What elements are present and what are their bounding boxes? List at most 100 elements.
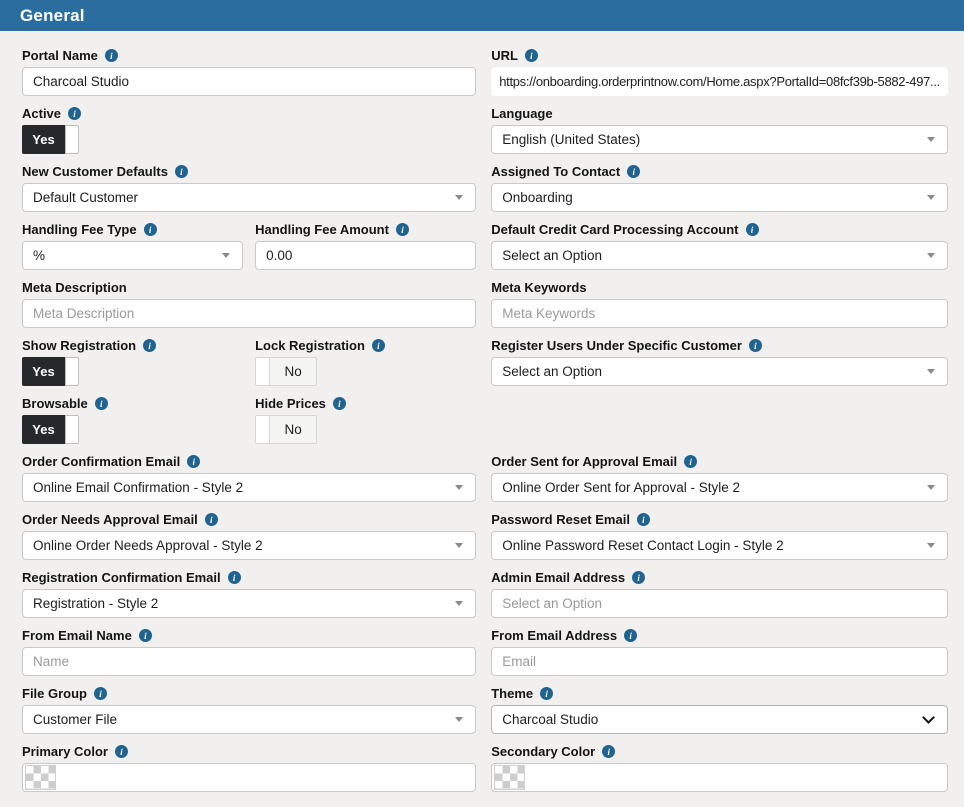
language-dropdown[interactable]: English (United States)	[491, 125, 948, 154]
info-icon[interactable]: i	[624, 629, 638, 642]
registration-toggles-row: Show Registration i Yes Lock Registratio…	[22, 338, 476, 396]
default-credit-card-processing-account-dropdown[interactable]: Select an Option	[491, 241, 948, 270]
field-meta-description: Meta Description	[22, 280, 477, 328]
secondary-color-input[interactable]	[491, 763, 948, 792]
info-icon[interactable]: i	[371, 339, 385, 352]
field-order-confirmation-email: Order Confirmation Email i Online Email …	[22, 454, 477, 502]
info-icon[interactable]: i	[627, 165, 641, 178]
toggle-label: No	[284, 422, 302, 437]
page-title: General	[20, 5, 85, 25]
page-header: General	[0, 0, 964, 31]
chevron-down-icon	[927, 485, 935, 490]
lock-registration-toggle[interactable]: No	[255, 357, 318, 386]
info-icon[interactable]: i	[227, 571, 241, 584]
chevron-down-icon	[927, 195, 935, 200]
handling-fee-amount-label: Handling Fee Amount	[255, 222, 389, 237]
info-icon[interactable]: i	[174, 165, 188, 178]
password-reset-email-dropdown[interactable]: Online Password Reset Contact Login - St…	[491, 531, 948, 560]
field-from-email-address: From Email Address i	[491, 628, 948, 676]
info-icon[interactable]: i	[524, 49, 538, 62]
info-icon[interactable]: i	[187, 455, 201, 468]
browsable-label: Browsable	[22, 396, 88, 411]
admin-email-address-input[interactable]	[491, 589, 948, 618]
field-handling-fee-amount: Handling Fee Amount i	[255, 222, 477, 270]
theme-select[interactable]: Charcoal Studio	[491, 705, 948, 734]
info-icon[interactable]: i	[68, 107, 82, 120]
browse-price-toggles-row: Browsable i Yes Hide Prices i No	[22, 396, 476, 454]
meta-keywords-label: Meta Keywords	[491, 280, 587, 295]
portal-name-input[interactable]	[22, 67, 477, 96]
toggle-handle	[65, 357, 79, 386]
registration-confirmation-email-dropdown[interactable]: Registration - Style 2	[22, 589, 477, 618]
field-secondary-color: Secondary Color i	[491, 744, 948, 792]
toggle-handle	[65, 125, 79, 154]
order-sent-for-approval-email-dropdown[interactable]: Online Order Sent for Approval - Style 2	[491, 473, 948, 502]
register-users-under-specific-customer-dropdown[interactable]: Select an Option	[491, 357, 948, 386]
field-url: URL i https://onboarding.orderprintnow.c…	[491, 48, 948, 96]
dropdown-value: Customer File	[33, 712, 118, 727]
left-column: Portal Name i Active i Yes New Customer …	[22, 48, 477, 802]
show-registration-label: Show Registration	[22, 338, 137, 353]
dropdown-value: Default Customer	[33, 190, 139, 205]
handling-fee-type-dropdown[interactable]: %	[22, 241, 244, 270]
primary-color-input[interactable]	[22, 763, 477, 792]
handling-fee-row: Handling Fee Type i % Handling Fee Amoun…	[22, 222, 477, 280]
chevron-down-icon	[922, 711, 935, 724]
active-label: Active	[22, 106, 62, 121]
info-icon[interactable]: i	[332, 397, 346, 410]
from-email-address-label: From Email Address	[491, 628, 618, 643]
assigned-to-contact-dropdown[interactable]: Onboarding	[491, 183, 948, 212]
info-icon[interactable]: i	[204, 513, 218, 526]
from-email-address-input[interactable]	[491, 647, 948, 676]
order-needs-approval-email-dropdown[interactable]: Online Order Needs Approval - Style 2	[22, 531, 477, 560]
portal-name-label: Portal Name	[22, 48, 98, 63]
info-icon[interactable]: i	[143, 223, 157, 236]
select-value: Charcoal Studio	[502, 712, 599, 727]
field-hide-prices: Hide Prices i No	[255, 396, 476, 444]
hide-prices-label: Hide Prices	[255, 396, 326, 411]
field-theme: Theme i Charcoal Studio	[491, 686, 948, 734]
browsable-toggle[interactable]: Yes	[22, 415, 79, 444]
info-icon[interactable]: i	[540, 687, 554, 700]
info-icon[interactable]: i	[94, 687, 107, 700]
new-customer-defaults-dropdown[interactable]: Default Customer	[22, 183, 477, 212]
info-icon[interactable]: i	[748, 339, 762, 352]
admin-email-address-label: Admin Email Address	[491, 570, 626, 585]
order-needs-approval-email-label: Order Needs Approval Email	[22, 512, 198, 527]
file-group-dropdown[interactable]: Customer File	[22, 705, 477, 734]
order-confirmation-email-dropdown[interactable]: Online Email Confirmation - Style 2	[22, 473, 477, 502]
theme-label: Theme	[491, 686, 534, 701]
info-icon[interactable]: i	[745, 223, 759, 236]
language-label: Language	[491, 106, 553, 121]
info-icon[interactable]: i	[143, 339, 157, 352]
handling-fee-amount-input[interactable]	[255, 241, 477, 270]
info-icon[interactable]: i	[395, 223, 409, 236]
chevron-down-icon	[927, 253, 935, 258]
primary-color-label: Primary Color	[22, 744, 108, 759]
show-registration-toggle[interactable]: Yes	[22, 357, 79, 386]
chevron-down-icon	[927, 137, 935, 142]
info-icon[interactable]: i	[684, 455, 698, 468]
meta-keywords-input[interactable]	[491, 299, 948, 328]
hide-prices-toggle[interactable]: No	[255, 415, 318, 444]
info-icon[interactable]: i	[104, 49, 118, 62]
chevron-down-icon	[455, 195, 464, 200]
info-icon[interactable]: i	[114, 745, 128, 758]
dropdown-value: Online Email Confirmation - Style 2	[33, 480, 244, 495]
order-sent-for-approval-email-label: Order Sent for Approval Email	[491, 454, 678, 469]
info-icon[interactable]: i	[632, 571, 646, 584]
meta-description-label: Meta Description	[22, 280, 127, 295]
meta-description-input[interactable]	[22, 299, 477, 328]
field-portal-name: Portal Name i	[22, 48, 477, 96]
portal-url-box[interactable]: https://onboarding.orderprintnow.com/Hom…	[491, 67, 948, 96]
info-icon[interactable]: i	[138, 629, 152, 642]
info-icon[interactable]: i	[94, 397, 108, 410]
toggle-handle	[256, 358, 271, 385]
transparent-color-swatch	[25, 765, 56, 790]
active-toggle[interactable]: Yes	[22, 125, 79, 154]
field-lock-registration: Lock Registration i No	[255, 338, 476, 386]
from-email-name-input[interactable]	[22, 647, 477, 676]
info-icon[interactable]: i	[602, 745, 616, 758]
field-assigned-to-contact: Assigned To Contact i Onboarding	[491, 164, 948, 212]
info-icon[interactable]: i	[636, 513, 650, 526]
